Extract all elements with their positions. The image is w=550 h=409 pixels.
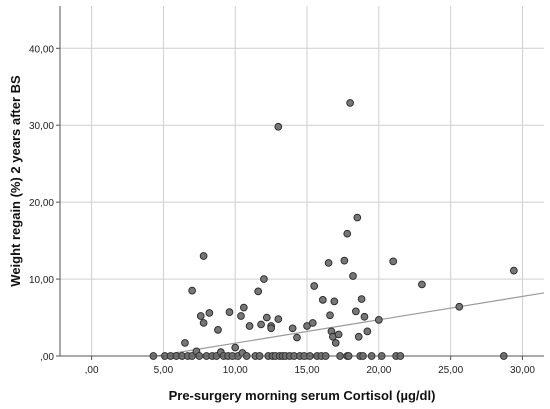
x-tick-label: 5,00 bbox=[154, 365, 174, 376]
plot-background bbox=[60, 6, 544, 356]
data-point bbox=[239, 303, 248, 312]
data-point bbox=[303, 322, 311, 330]
y-tick-label: 10,00 bbox=[29, 275, 54, 286]
data-point bbox=[205, 309, 214, 317]
data-point bbox=[374, 315, 383, 324]
data-point bbox=[245, 322, 254, 330]
data-point bbox=[262, 313, 271, 322]
data-point bbox=[418, 280, 426, 289]
data-point bbox=[288, 324, 297, 333]
data-point bbox=[326, 311, 334, 320]
y-tick-label: 20,00 bbox=[29, 198, 54, 209]
data-point bbox=[274, 122, 283, 131]
data-point bbox=[357, 295, 366, 303]
data-point bbox=[308, 319, 317, 327]
data-point bbox=[199, 252, 208, 260]
data-point bbox=[455, 302, 464, 311]
data-point bbox=[254, 287, 263, 296]
data-point bbox=[331, 339, 340, 347]
data-point bbox=[349, 272, 357, 280]
x-tick-label: 25,00 bbox=[438, 365, 463, 376]
data-point bbox=[199, 319, 208, 327]
data-point bbox=[267, 324, 275, 333]
data-point bbox=[354, 332, 363, 341]
data-point bbox=[237, 312, 245, 320]
data-point bbox=[509, 266, 518, 275]
data-point bbox=[196, 312, 205, 320]
data-point bbox=[340, 256, 349, 265]
data-point bbox=[363, 327, 372, 336]
data-point bbox=[389, 257, 398, 266]
data-point bbox=[225, 308, 234, 317]
data-point bbox=[181, 339, 189, 347]
data-point bbox=[324, 259, 333, 267]
data-point bbox=[318, 295, 327, 304]
fit-line-group bbox=[156, 292, 545, 357]
data-point bbox=[214, 325, 222, 334]
x-tick-label: 20,00 bbox=[366, 365, 391, 376]
x-tick-label: 30,00 bbox=[510, 365, 535, 376]
fit-line bbox=[156, 292, 545, 357]
data-point bbox=[293, 333, 301, 342]
data-point bbox=[330, 297, 339, 306]
gridlines bbox=[60, 6, 544, 357]
data-point bbox=[257, 320, 265, 329]
y-tick-labels: ,00 10,00 20,00 30,00 40,00 bbox=[29, 44, 54, 363]
data-point bbox=[231, 343, 240, 352]
data-point bbox=[353, 213, 362, 222]
x-tick-label: ,00 bbox=[85, 365, 99, 376]
y-tick-label: 40,00 bbox=[29, 44, 54, 55]
x-axis-label: Pre-surgery morning serum Cortisol (µg/d… bbox=[169, 388, 436, 403]
data-point bbox=[360, 312, 369, 321]
data-point bbox=[346, 99, 354, 107]
x-tick-label: 10,00 bbox=[223, 365, 248, 376]
data-point bbox=[343, 229, 352, 238]
y-tick-label: ,00 bbox=[40, 352, 54, 363]
data-point bbox=[260, 275, 268, 283]
x-tick-labels: ,00 5,00 10,00 15,00 20,00 25,00 30,00 bbox=[85, 365, 536, 376]
x-tick-label: 15,00 bbox=[295, 365, 320, 376]
data-point bbox=[334, 330, 343, 339]
data-point bbox=[188, 286, 196, 295]
data-point bbox=[310, 282, 319, 290]
y-tick-label: 30,00 bbox=[29, 121, 54, 132]
y-axis-label: Weight regain (%) 2 years after BS bbox=[8, 75, 23, 287]
data-point bbox=[274, 315, 283, 323]
axes bbox=[56, 6, 544, 360]
data-point bbox=[352, 307, 360, 316]
